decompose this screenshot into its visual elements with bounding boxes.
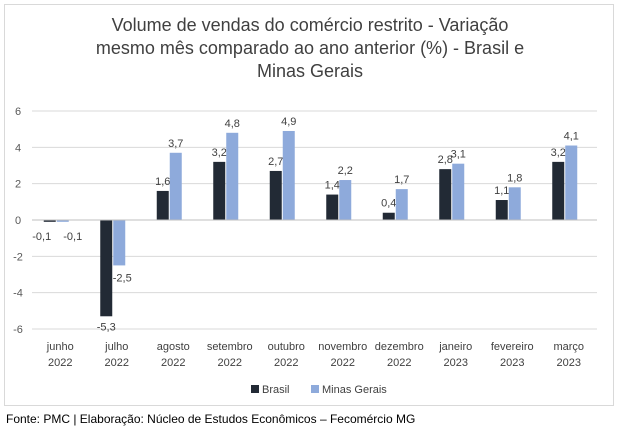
bar-minas-gerais (565, 145, 578, 220)
data-label: 1,1 (494, 185, 509, 197)
data-label: 1,7 (394, 174, 409, 186)
data-label: 4,1 (564, 131, 579, 143)
x-tick-label: novembro (318, 341, 367, 353)
x-tick-label: dezembro (375, 341, 424, 353)
bar-brasil (43, 220, 56, 222)
data-label: 3,2 (212, 147, 227, 159)
x-tick-label-year: 2022 (218, 357, 242, 369)
y-tick-label: 2 (15, 179, 21, 191)
data-label: 4,8 (225, 118, 240, 130)
y-tick-label: 6 (15, 106, 21, 118)
data-label: -5,3 (97, 321, 116, 333)
data-label: -0,1 (63, 231, 82, 243)
x-tick-label: outubro (268, 341, 305, 353)
data-label: -0,1 (32, 231, 51, 243)
x-tick-label: junho (46, 341, 74, 353)
bar-minas-gerais (282, 130, 295, 220)
data-label: 1,6 (155, 176, 170, 188)
x-tick-label-year: 2022 (48, 357, 72, 369)
title-line-1: Volume de vendas do comércio restrito - … (111, 15, 509, 35)
data-label: 2,8 (438, 154, 453, 166)
data-label: 2,2 (338, 165, 353, 177)
data-label: 4,9 (281, 116, 296, 128)
x-tick-label-year: 2023 (444, 357, 468, 369)
x-tick-label-year: 2022 (161, 357, 185, 369)
x-tick-label: janeiro (438, 341, 472, 353)
bar-brasil (326, 194, 339, 220)
y-tick-label: -4 (13, 288, 23, 300)
x-tick-label-year: 2022 (105, 357, 129, 369)
bar-brasil (100, 220, 113, 317)
legend-swatch-minas-gerais (311, 385, 319, 393)
x-tick-label-year: 2022 (331, 357, 355, 369)
title-line-3: Minas Gerais (256, 61, 364, 81)
bar-minas-gerais (169, 152, 182, 220)
y-tick-label: 4 (15, 142, 21, 154)
x-tick-label: agosto (157, 341, 190, 353)
bar-brasil (495, 200, 508, 220)
legend-label: Minas Gerais (322, 384, 387, 396)
data-label: 1,4 (325, 180, 340, 192)
bar-minas-gerais (113, 220, 126, 266)
bar-minas-gerais (226, 132, 239, 220)
x-tick-label: março (553, 341, 584, 353)
data-label: 0,4 (381, 198, 396, 210)
data-label: 3,1 (451, 149, 466, 161)
data-label: 1,8 (507, 172, 522, 184)
legend-label: Brasil (262, 384, 290, 396)
x-tick-label-year: 2022 (274, 357, 298, 369)
bar-minas-gerais (508, 187, 521, 220)
bar-brasil (269, 170, 282, 220)
source-footer: Fonte: PMC | Elaboração: Núcleo de Estud… (6, 412, 416, 426)
x-tick-label-year: 2023 (557, 357, 581, 369)
bar-minas-gerais (395, 189, 408, 220)
y-tick-label: -2 (13, 251, 23, 263)
x-tick-label: julho (104, 341, 128, 353)
data-label: 2,7 (268, 156, 283, 168)
y-tick-label: -6 (13, 324, 23, 336)
y-tick-label: 0 (15, 215, 21, 227)
bar-brasil (552, 161, 565, 220)
bar-brasil (439, 169, 452, 220)
bar-brasil (382, 212, 395, 220)
bar-brasil (213, 161, 226, 220)
title-line-2: mesmo mês comparado ao ano anterior (%) … (95, 38, 525, 58)
x-tick-label-year: 2022 (387, 357, 411, 369)
bar-minas-gerais (339, 180, 352, 220)
x-tick-label-year: 2023 (500, 357, 524, 369)
bar-minas-gerais (452, 163, 465, 220)
x-tick-label: fevereiro (491, 341, 534, 353)
chart-title: Volume de vendas do comércio restrito - … (0, 14, 620, 83)
data-label: 3,7 (168, 138, 183, 150)
bar-minas-gerais (56, 220, 69, 222)
data-label: -2,5 (113, 272, 132, 284)
bar-brasil (156, 190, 169, 220)
legend-swatch-brasil (251, 385, 259, 393)
data-label: 3,2 (551, 147, 566, 159)
x-tick-label: setembro (207, 341, 253, 353)
